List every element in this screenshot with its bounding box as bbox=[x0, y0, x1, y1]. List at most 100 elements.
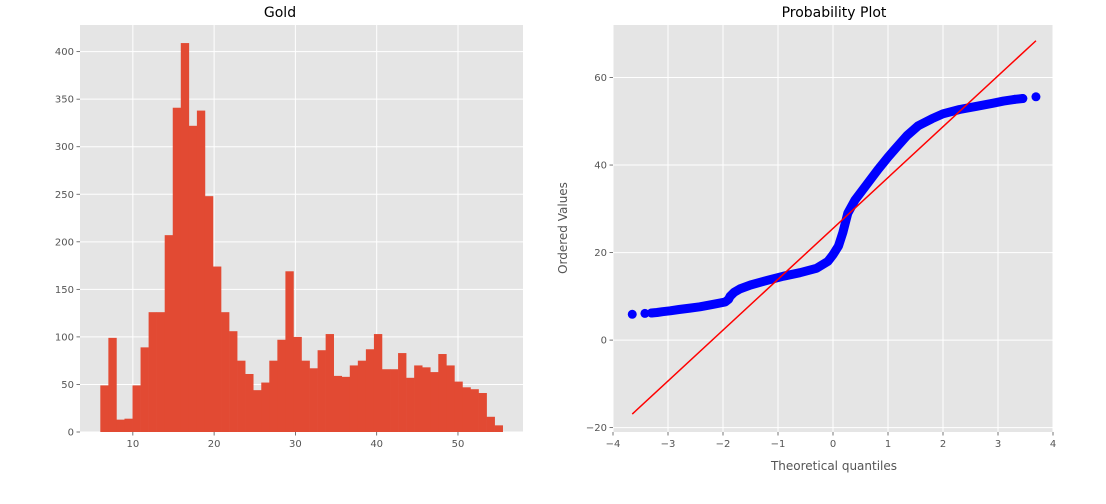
probability-plot-x-axis-label: Theoretical quantiles bbox=[770, 459, 897, 473]
svg-text:3: 3 bbox=[995, 439, 1001, 450]
histogram-bar bbox=[132, 385, 141, 432]
histogram-bar bbox=[406, 377, 415, 432]
histogram-bar bbox=[309, 368, 318, 432]
svg-text:0: 0 bbox=[830, 439, 836, 450]
histogram-bar bbox=[325, 334, 334, 432]
histogram-bar bbox=[446, 365, 455, 432]
histogram-bar bbox=[333, 375, 343, 432]
histogram-title: Gold bbox=[264, 5, 296, 21]
histogram-bar bbox=[253, 390, 262, 432]
svg-text:−2: −2 bbox=[716, 439, 731, 450]
svg-text:40: 40 bbox=[594, 161, 607, 172]
probability-plot-point bbox=[1018, 94, 1028, 104]
histogram-bar bbox=[357, 360, 367, 432]
probability-plot-point bbox=[1031, 92, 1041, 102]
probability-plot-point bbox=[1010, 94, 1019, 104]
svg-text:200: 200 bbox=[55, 237, 74, 248]
histogram-bar bbox=[470, 389, 479, 432]
histogram-bar bbox=[269, 360, 278, 432]
histogram-bar bbox=[349, 365, 359, 432]
svg-text:400: 400 bbox=[55, 47, 74, 58]
svg-text:50: 50 bbox=[61, 380, 74, 391]
histogram-bar bbox=[285, 271, 294, 432]
svg-text:30: 30 bbox=[289, 439, 302, 450]
histogram-bar bbox=[390, 369, 399, 432]
svg-text:0: 0 bbox=[601, 336, 607, 347]
histogram-bar bbox=[124, 418, 133, 432]
svg-text:300: 300 bbox=[55, 142, 74, 153]
histogram-bar bbox=[108, 337, 117, 432]
histogram-bar bbox=[172, 107, 182, 432]
histogram-bar bbox=[422, 367, 431, 432]
histogram-bar bbox=[196, 110, 206, 433]
gold-histogram-chart: 10 20 30 40 50 0 50 100 150 200 250 300 350 400 Gold bbox=[55, 5, 523, 450]
svg-text:−4: −4 bbox=[606, 439, 621, 450]
probability-plot-chart: −4 −3 −2 −1 0 1 2 3 4 −20 0 20 40 60 Probability Plo… bbox=[556, 5, 1056, 473]
histogram-bar bbox=[156, 312, 165, 432]
svg-text:20: 20 bbox=[594, 248, 607, 259]
histogram-bar bbox=[462, 387, 471, 432]
histogram-bars bbox=[100, 43, 503, 433]
histogram-bar bbox=[277, 339, 286, 432]
probability-plot-point-band bbox=[647, 94, 1028, 318]
svg-text:100: 100 bbox=[55, 332, 74, 343]
probability-plot-x-axis-ticks: −4 −3 −2 −1 0 1 2 3 4 bbox=[606, 432, 1056, 450]
histogram-bar bbox=[212, 266, 222, 432]
histogram-bar bbox=[341, 376, 351, 432]
histogram-y-axis-ticks: 0 50 100 150 200 250 300 350 400 bbox=[55, 47, 80, 439]
svg-text:−3: −3 bbox=[661, 439, 676, 450]
svg-text:250: 250 bbox=[55, 190, 74, 201]
svg-text:350: 350 bbox=[55, 95, 74, 106]
svg-text:0: 0 bbox=[68, 428, 74, 439]
probability-plot-y-axis-ticks: −20 0 20 40 60 bbox=[586, 73, 613, 434]
svg-text:−1: −1 bbox=[771, 439, 786, 450]
histogram-bar bbox=[454, 381, 463, 432]
svg-text:4: 4 bbox=[1050, 439, 1056, 450]
probability-plot-fit-line bbox=[631, 40, 1037, 415]
histogram-bar bbox=[237, 360, 246, 432]
histogram-bar bbox=[373, 334, 383, 432]
probability-plot-y-axis-label: Ordered Values bbox=[556, 182, 570, 274]
histogram-bar bbox=[430, 372, 439, 432]
histogram-bar bbox=[365, 349, 375, 432]
svg-text:2: 2 bbox=[940, 439, 946, 450]
histogram-bar bbox=[164, 235, 174, 432]
svg-text:150: 150 bbox=[55, 285, 74, 296]
histogram-bar bbox=[100, 385, 109, 432]
histogram-bar bbox=[204, 196, 214, 432]
histogram-bar bbox=[261, 382, 270, 432]
svg-text:10: 10 bbox=[126, 439, 139, 450]
svg-text:50: 50 bbox=[452, 439, 465, 450]
histogram-bar bbox=[398, 353, 407, 432]
histogram-bar bbox=[293, 336, 302, 432]
histogram-bar bbox=[229, 331, 238, 432]
svg-text:40: 40 bbox=[370, 439, 383, 450]
histogram-bar bbox=[486, 416, 495, 432]
histogram-bar bbox=[494, 425, 503, 432]
histogram-x-axis-ticks: 10 20 30 40 50 bbox=[126, 432, 464, 450]
probability-plot-point bbox=[627, 309, 637, 319]
svg-text:−20: −20 bbox=[586, 423, 607, 434]
probability-plot-title: Probability Plot bbox=[782, 5, 887, 21]
probability-plot-gridlines bbox=[612, 25, 1054, 432]
histogram-bar bbox=[381, 369, 391, 432]
svg-text:60: 60 bbox=[594, 73, 607, 84]
histogram-bar bbox=[221, 312, 230, 432]
histogram-bar bbox=[188, 125, 198, 432]
histogram-bar bbox=[301, 360, 310, 432]
histogram-bar bbox=[414, 365, 423, 432]
svg-text:1: 1 bbox=[885, 439, 891, 450]
histogram-bar bbox=[116, 419, 125, 432]
histogram-bar bbox=[317, 350, 326, 432]
histogram-bar bbox=[438, 354, 447, 432]
histogram-bar bbox=[180, 43, 190, 433]
probability-plot-point bbox=[647, 308, 656, 318]
histogram-bar bbox=[148, 312, 157, 432]
probability-plot-point bbox=[640, 308, 650, 318]
svg-text:20: 20 bbox=[208, 439, 221, 450]
histogram-bar bbox=[478, 393, 487, 432]
histogram-bar bbox=[245, 373, 254, 432]
probability-plot-points bbox=[627, 92, 1041, 319]
histogram-bar bbox=[140, 347, 149, 432]
